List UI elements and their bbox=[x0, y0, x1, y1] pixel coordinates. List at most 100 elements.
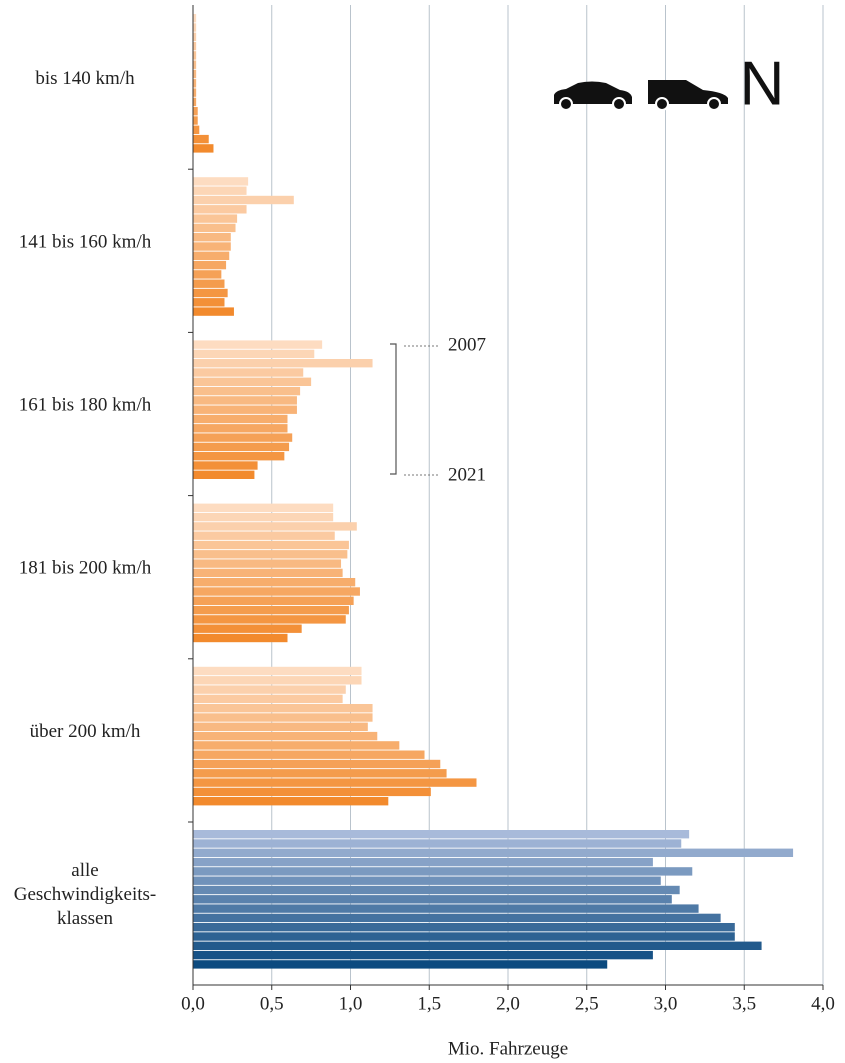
van-wheel bbox=[707, 97, 721, 111]
bar bbox=[193, 177, 249, 186]
bar bbox=[193, 578, 356, 587]
bar bbox=[193, 368, 304, 377]
bar bbox=[193, 195, 294, 205]
bar bbox=[193, 359, 373, 368]
bar bbox=[193, 452, 285, 461]
bar bbox=[193, 624, 302, 633]
bar bbox=[193, 778, 477, 787]
bar bbox=[193, 414, 288, 424]
van-icon bbox=[648, 80, 728, 104]
category-label: klassen bbox=[57, 908, 113, 929]
bar bbox=[193, 433, 293, 442]
bar bbox=[193, 270, 222, 279]
bar bbox=[193, 923, 735, 932]
bar bbox=[193, 559, 342, 568]
car-icon bbox=[554, 81, 632, 104]
vehicle-icons: N bbox=[554, 49, 784, 118]
x-axis-title: Mio. Fahrzeuge bbox=[448, 1038, 568, 1059]
bar bbox=[193, 214, 238, 223]
x-tick-label: 4,0 bbox=[811, 993, 835, 1014]
bar bbox=[193, 885, 680, 895]
category-label: 161 bis 180 km/h bbox=[19, 395, 152, 416]
bar bbox=[193, 349, 315, 359]
bar bbox=[193, 41, 197, 51]
bar bbox=[193, 205, 247, 214]
x-tick-label: 1,0 bbox=[339, 993, 363, 1014]
bar bbox=[193, 503, 334, 512]
bar bbox=[193, 251, 230, 260]
x-tick-label: 2,0 bbox=[496, 993, 520, 1014]
bar bbox=[193, 23, 197, 32]
bar bbox=[193, 32, 197, 41]
bar bbox=[193, 470, 255, 479]
x-tick-label: 0,0 bbox=[181, 993, 205, 1014]
bar bbox=[193, 51, 197, 60]
bracket bbox=[390, 343, 397, 475]
bar bbox=[193, 750, 425, 759]
bar bbox=[193, 279, 225, 288]
bar bbox=[193, 713, 373, 722]
bar bbox=[193, 722, 368, 731]
bar bbox=[193, 260, 227, 270]
plot: 0,0 0,5 1,0 1,5 2,0 2,5 3,0 3,5 4,0 bis 140 km/h 1… bbox=[14, 5, 835, 1014]
van-wheel bbox=[655, 97, 669, 111]
bar bbox=[193, 340, 323, 349]
bar bbox=[193, 134, 209, 144]
year-bracket: 2007 2021 bbox=[390, 334, 486, 485]
category-label: bis 140 km/h bbox=[35, 68, 135, 89]
bar bbox=[193, 288, 228, 298]
bar bbox=[193, 97, 197, 107]
bar bbox=[193, 298, 225, 307]
x-tick-label: 0,5 bbox=[260, 993, 284, 1014]
bar bbox=[193, 442, 290, 452]
bar bbox=[193, 904, 699, 913]
category-label: über 200 km/h bbox=[30, 721, 141, 742]
bar bbox=[193, 797, 389, 806]
bar bbox=[193, 79, 197, 88]
bar bbox=[193, 144, 214, 153]
bar bbox=[193, 857, 653, 867]
bar bbox=[193, 88, 197, 97]
bar bbox=[193, 769, 447, 778]
car-wheel bbox=[612, 97, 626, 111]
bar bbox=[193, 233, 231, 242]
bar bbox=[193, 522, 357, 531]
bar bbox=[193, 960, 608, 969]
bar bbox=[193, 932, 735, 941]
bar bbox=[193, 941, 762, 950]
bar bbox=[193, 60, 197, 69]
category-label: Geschwindigkeits- bbox=[14, 884, 156, 905]
bar bbox=[193, 848, 794, 857]
bar bbox=[193, 377, 312, 386]
annotation: 2007 bbox=[448, 334, 486, 355]
category-label: 181 bis 200 km/h bbox=[19, 558, 152, 579]
bar bbox=[193, 676, 362, 685]
bar bbox=[193, 633, 288, 643]
bar bbox=[193, 531, 335, 540]
bar bbox=[193, 14, 197, 23]
x-tick-label: 3,5 bbox=[732, 993, 756, 1014]
bar bbox=[193, 512, 334, 522]
bar bbox=[193, 787, 431, 797]
category-label: 141 bis 160 km/h bbox=[19, 231, 152, 252]
x-tick-label: 1,5 bbox=[417, 993, 441, 1014]
bar bbox=[193, 550, 348, 559]
bar bbox=[193, 461, 258, 470]
annotation: 2021 bbox=[448, 464, 486, 485]
bar bbox=[193, 396, 297, 405]
bar bbox=[193, 69, 197, 79]
bar bbox=[193, 242, 231, 251]
bar bbox=[193, 615, 346, 624]
bar bbox=[193, 107, 198, 116]
bar bbox=[193, 424, 288, 433]
bar bbox=[193, 839, 682, 848]
x-tick-label: 2,5 bbox=[575, 993, 599, 1014]
bar bbox=[193, 913, 721, 923]
bar bbox=[193, 405, 297, 414]
bar bbox=[193, 307, 234, 316]
bar bbox=[193, 568, 343, 578]
bar bbox=[193, 694, 343, 704]
bar bbox=[193, 876, 661, 885]
bar bbox=[193, 666, 362, 676]
bar bbox=[193, 731, 378, 741]
